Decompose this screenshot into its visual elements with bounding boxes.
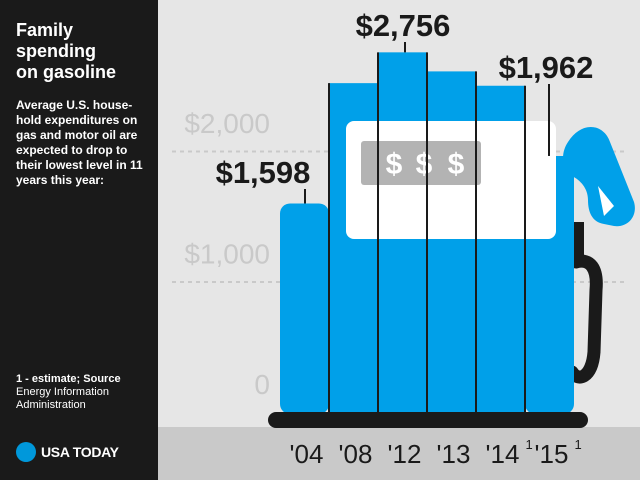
title-line: on gasoline — [16, 62, 117, 82]
bar-dividers — [328, 52, 526, 412]
label-leaders — [304, 42, 550, 204]
x-tick-labels: '04'08'12'13'14 1'15 1 — [290, 437, 582, 469]
footnote-superscript: 1 — [526, 437, 533, 452]
nozzle-handle — [563, 126, 635, 227]
dollar-sign: $ — [448, 148, 465, 181]
data-label: $2,756 — [356, 8, 451, 43]
price-gauge — [361, 141, 481, 185]
y-tick-labels: 0 $1,000 $2,000 — [184, 108, 270, 400]
footnote-superscript: 1 — [575, 437, 582, 452]
pump-base — [268, 412, 588, 428]
bar — [280, 203, 329, 414]
y-tick-label: $2,000 — [184, 108, 270, 139]
dollar-sign: $ — [416, 148, 433, 181]
data-label: $1,598 — [216, 155, 311, 190]
chart-subtitle: Average U.S. house-hold expenditures on … — [16, 98, 143, 187]
x-tick-label: '12 — [388, 439, 422, 469]
data-labels: $1,598 $2,756 $1,962 — [216, 8, 594, 190]
logo-text: USA TODAY — [41, 444, 119, 460]
x-tick-label: '13 — [437, 439, 471, 469]
nozzle-highlight — [598, 186, 614, 216]
y-tick-label: $1,000 — [184, 239, 270, 270]
sidebar: Family spending on gasoline Average U.S.… — [0, 0, 158, 480]
x-tick-label: '15 — [535, 439, 569, 469]
ground-band — [158, 427, 640, 480]
footnote-marker: 1 - estimate; — [16, 373, 81, 385]
chart-svg: 0 $1,000 $2,000 $ $ $ $1,598 $2,756 $1,962 '… — [158, 8, 640, 480]
chart-title: Family spending on gasoline — [16, 20, 154, 83]
source-note: 1 - estimate; Source Energy Information … — [16, 373, 154, 412]
logo-circle-icon — [16, 442, 36, 462]
source-label: Source — [83, 373, 121, 385]
x-tick-label: '14 — [486, 439, 520, 469]
title-line: spending — [16, 41, 96, 61]
x-tick-label: '04 — [290, 439, 324, 469]
usa-today-logo: USA TODAY — [16, 442, 119, 462]
pump-nozzle-icon — [563, 126, 635, 384]
y-tick-label: 0 — [254, 369, 270, 400]
x-tick-label: '08 — [339, 439, 373, 469]
chart-area: 0 $1,000 $2,000 $ $ $ $1,598 $2,756 $1,962 '… — [158, 0, 640, 480]
data-label: $1,962 — [499, 50, 594, 85]
dollar-sign: $ — [386, 148, 403, 181]
title-line: Family — [16, 20, 74, 40]
source-text: Energy Information Administration — [16, 386, 109, 411]
pump-hose — [565, 254, 603, 384]
